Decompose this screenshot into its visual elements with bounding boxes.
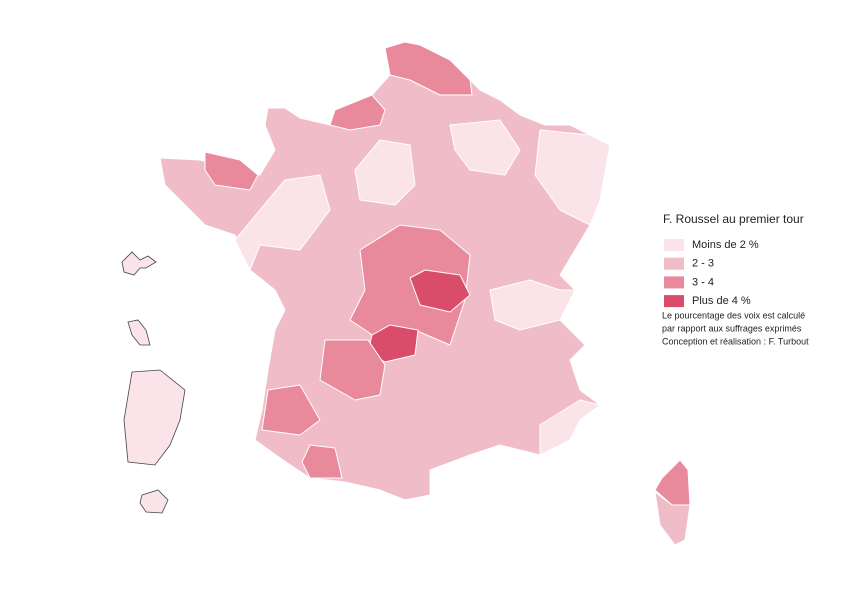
legend-label: 3 - 4 <box>692 276 714 288</box>
region <box>354 139 416 206</box>
note: par rapport aux suffrages exprimés <box>662 323 802 333</box>
guadeloupe <box>121 251 157 276</box>
region <box>384 41 473 96</box>
reunion <box>139 489 169 514</box>
overseas <box>121 251 186 514</box>
legend-title: F. Roussel au premier tour <box>663 212 804 226</box>
legend-label: Plus de 4 % <box>692 295 751 307</box>
region <box>534 129 611 226</box>
region <box>329 94 386 131</box>
legend-swatch <box>664 295 684 308</box>
legend-swatch <box>664 276 684 289</box>
region <box>489 279 576 331</box>
france <box>159 41 691 546</box>
region <box>349 224 471 346</box>
legend: Moins de 2 % 2 - 3 3 - 4 Plus de 4 % Le pour… <box>662 239 809 346</box>
region <box>409 269 471 313</box>
legend-swatch <box>664 239 684 251</box>
martinique <box>127 319 151 346</box>
region <box>261 384 321 436</box>
legend-label: 2 - 3 <box>692 258 714 270</box>
note: Le pourcentage des voix est calculé <box>662 310 805 320</box>
region <box>319 339 386 401</box>
region <box>204 151 259 191</box>
region <box>449 119 521 176</box>
legend-swatch <box>664 257 684 270</box>
guyane <box>123 369 186 466</box>
region <box>301 444 343 479</box>
legend-label: Moins de 2 % <box>692 239 759 251</box>
region <box>539 399 601 456</box>
region <box>234 174 331 271</box>
corsica-south <box>654 491 691 546</box>
note: Conception et réalisation : F. Turbout <box>662 336 809 346</box>
